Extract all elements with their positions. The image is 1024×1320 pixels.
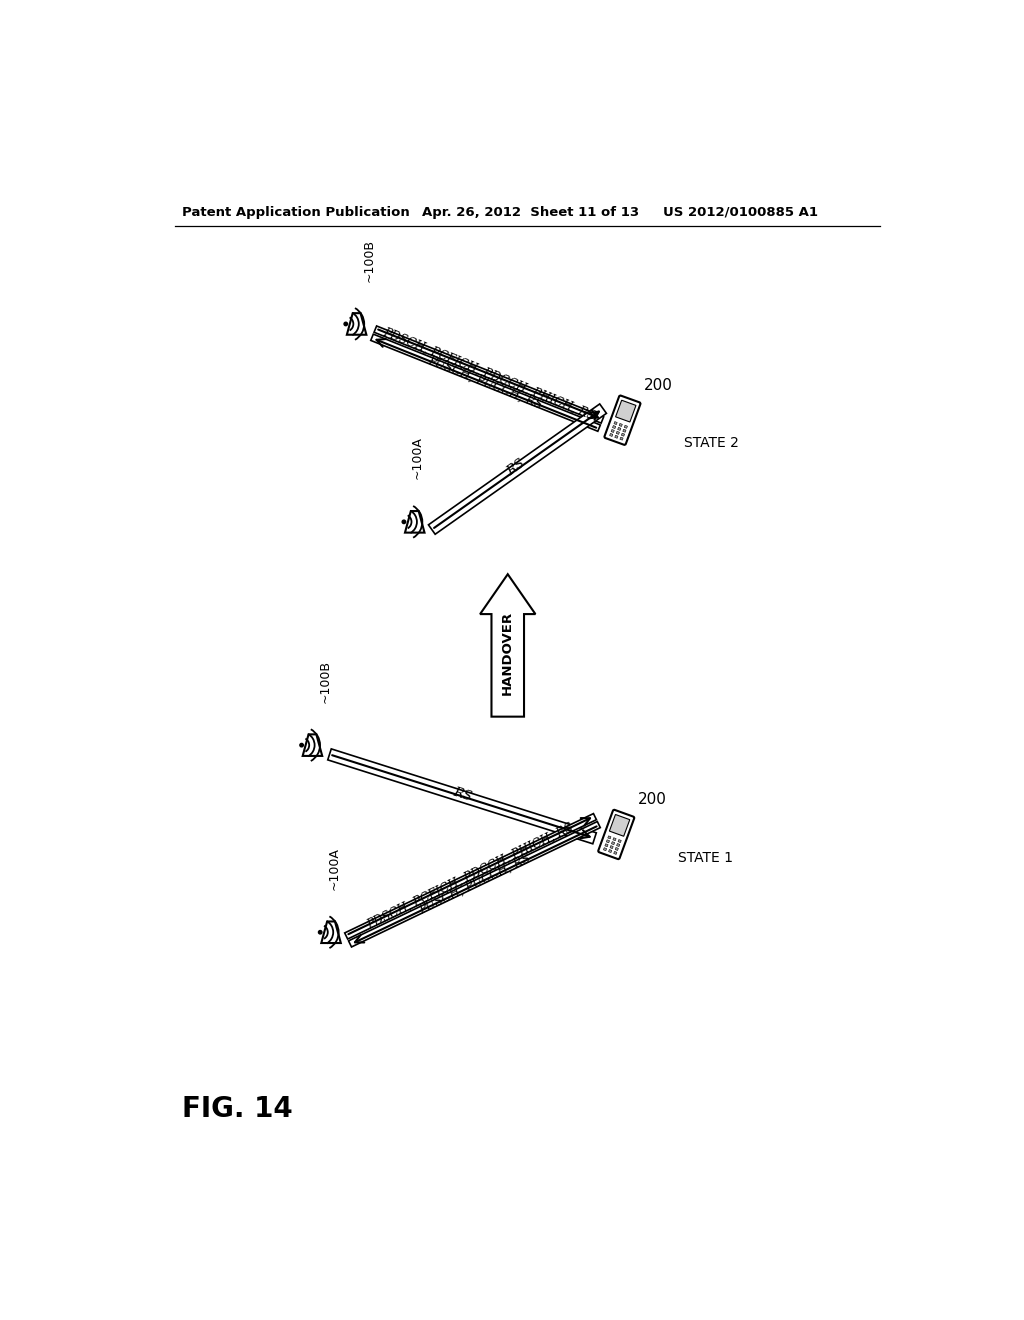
Polygon shape	[328, 748, 596, 843]
Circle shape	[300, 743, 303, 747]
Text: RS: RS	[452, 785, 474, 804]
Bar	[617, 428, 621, 430]
Bar	[618, 840, 622, 842]
FancyArrow shape	[480, 574, 536, 717]
Polygon shape	[303, 734, 323, 756]
Text: ~100A: ~100A	[411, 437, 424, 479]
Bar	[613, 851, 616, 854]
Bar	[623, 429, 626, 432]
Polygon shape	[345, 813, 596, 939]
Bar	[622, 433, 625, 436]
Text: ~100A: ~100A	[328, 847, 340, 890]
Bar	[610, 846, 613, 849]
Text: STATE 1: STATE 1	[678, 850, 733, 865]
Bar	[625, 425, 628, 428]
Text: HANDOVER: HANDOVER	[502, 611, 514, 696]
Bar	[614, 436, 618, 438]
Polygon shape	[374, 326, 604, 424]
Bar	[616, 432, 620, 434]
Bar	[609, 433, 612, 437]
Text: PUSCH, PUCCH, RS: PUSCH, PUCCH, RS	[426, 354, 545, 412]
Bar	[611, 429, 614, 433]
Circle shape	[318, 931, 322, 935]
Text: Apr. 26, 2012  Sheet 11 of 13: Apr. 26, 2012 Sheet 11 of 13	[423, 206, 640, 219]
Bar	[603, 847, 606, 850]
Bar	[608, 836, 611, 838]
Bar	[613, 838, 616, 841]
Text: PUSCH, PUCCH, RS: PUSCH, PUCCH, RS	[417, 851, 532, 916]
Text: FIG. 14: FIG. 14	[182, 1096, 293, 1123]
Polygon shape	[348, 821, 600, 946]
Polygon shape	[428, 404, 606, 535]
Text: STATE 2: STATE 2	[684, 437, 739, 450]
FancyBboxPatch shape	[604, 396, 640, 445]
Text: PDSCH, PCFICH, PDCCH, PHICH, RS: PDSCH, PCFICH, PDCCH, PHICH, RS	[366, 821, 575, 932]
Bar	[616, 843, 620, 846]
Text: ~100B: ~100B	[362, 239, 376, 281]
Bar	[611, 842, 614, 845]
Bar	[620, 424, 623, 426]
Bar	[615, 400, 636, 422]
Text: ~100B: ~100B	[318, 660, 332, 702]
Bar	[620, 437, 624, 440]
Bar	[612, 425, 615, 429]
Text: 200: 200	[644, 378, 673, 393]
Circle shape	[344, 322, 347, 326]
Bar	[608, 850, 611, 853]
Bar	[606, 840, 609, 842]
Text: PDSCH, PCFICH, PDCCH, PHICH, RS: PDSCH, PCFICH, PDCCH, PHICH, RS	[381, 326, 597, 424]
Polygon shape	[347, 313, 367, 335]
Bar	[605, 843, 608, 846]
Polygon shape	[404, 511, 425, 533]
Polygon shape	[322, 921, 341, 942]
Text: Patent Application Publication: Patent Application Publication	[182, 206, 410, 219]
Bar	[614, 421, 617, 425]
Circle shape	[402, 520, 406, 524]
Text: RS: RS	[505, 457, 528, 479]
Text: 200: 200	[638, 792, 667, 808]
Polygon shape	[371, 334, 600, 432]
Bar	[615, 847, 618, 850]
Text: US 2012/0100885 A1: US 2012/0100885 A1	[663, 206, 818, 219]
Bar	[609, 814, 630, 837]
FancyBboxPatch shape	[598, 809, 634, 859]
